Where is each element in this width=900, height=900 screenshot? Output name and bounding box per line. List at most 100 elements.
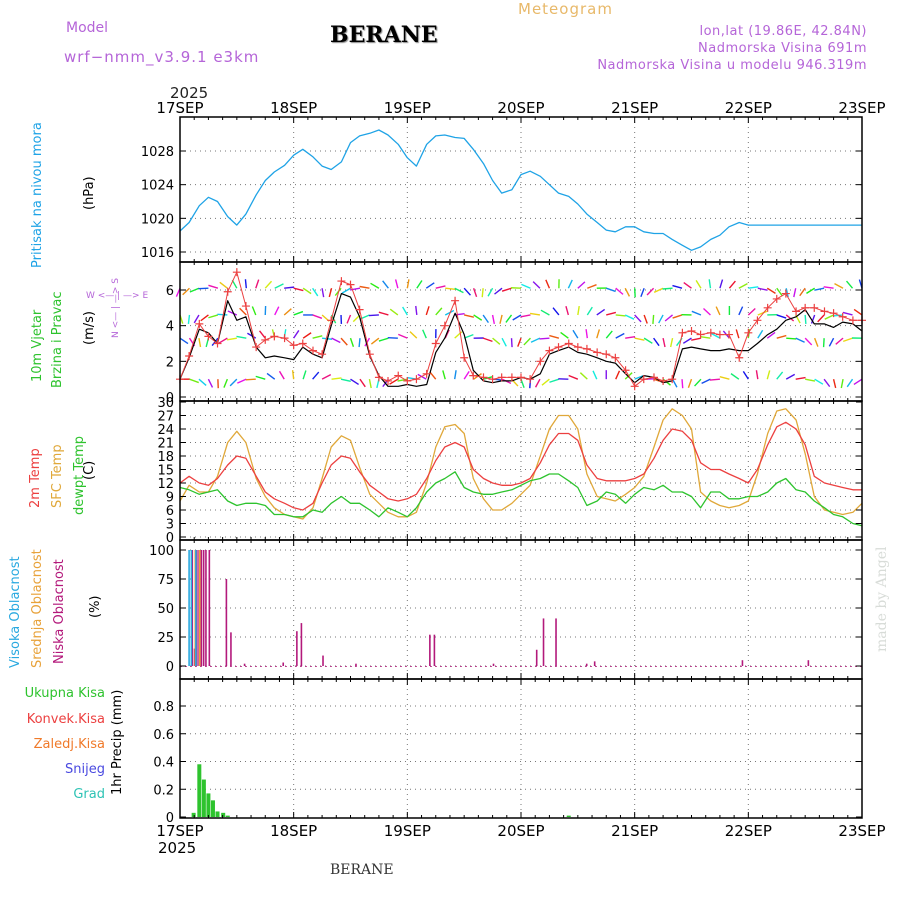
- wind-barb: [795, 376, 806, 380]
- wind-barb: [766, 331, 776, 339]
- wind-barb: [634, 314, 642, 323]
- wind-marker: [536, 357, 545, 366]
- ytick-label: 1024: [141, 179, 174, 194]
- wind-barb: [244, 279, 248, 289]
- xtick-label-top: 19SEP: [384, 99, 431, 117]
- wind-barb: [766, 287, 776, 294]
- wind-barb: [208, 314, 219, 319]
- wind-barb: [845, 280, 854, 289]
- wind-barb: [708, 279, 712, 289]
- wind-marker: [735, 353, 744, 362]
- tick-labels: 1016102010241028024603691215182124273002…: [141, 99, 886, 857]
- wind-marker: [526, 375, 535, 384]
- ytick-label: 30: [157, 396, 174, 411]
- wind-barb: [274, 306, 280, 316]
- wind-barb: [634, 337, 645, 341]
- wind-barb: [832, 379, 837, 389]
- wind-marker: [763, 303, 772, 312]
- wind-barb: [512, 314, 522, 321]
- wind-barb: [804, 314, 807, 324]
- wind-barb: [422, 329, 427, 339]
- legend-snijeg: Snijeg: [65, 762, 105, 777]
- wind-marker: [820, 307, 829, 316]
- wind-barb: [738, 306, 744, 316]
- wind-barb: [328, 288, 333, 298]
- precip-bar: [191, 812, 196, 817]
- wind-barb: [239, 307, 247, 316]
- model-elevation-info: Nadmorska Visina u modelu 946.319m: [597, 58, 867, 73]
- wind-barb: [293, 310, 304, 316]
- wind-barb: [625, 336, 636, 339]
- wind-barb: [274, 283, 284, 289]
- wind-barb: [643, 314, 648, 324]
- wind-barb: [219, 281, 228, 289]
- wind-barb: [429, 371, 437, 380]
- wind-marker: [252, 343, 261, 352]
- wind-barb: [646, 287, 655, 296]
- wind-barb: [370, 337, 380, 345]
- wind-barb: [766, 370, 771, 380]
- ytick-label: 21: [157, 437, 174, 452]
- wind-barb: [340, 337, 348, 346]
- wind-barb: [840, 379, 844, 389]
- wind-barb: [464, 314, 475, 318]
- wind-marker: [829, 309, 838, 318]
- wind-marker: [241, 302, 250, 311]
- wind-barb: [226, 337, 237, 341]
- wind-barb: [302, 370, 307, 380]
- ytick-label: 0: [166, 811, 174, 826]
- xtick-label-top: 21SEP: [611, 99, 658, 117]
- wind-barb: [473, 314, 483, 321]
- wind-barb: [312, 371, 320, 380]
- wind-barb: [757, 310, 768, 316]
- station-title: BERANE: [330, 22, 438, 48]
- model-label: Model: [66, 20, 109, 36]
- xtick-label-top: 18SEP: [270, 99, 317, 117]
- precip-bar: [566, 815, 571, 817]
- ytick-label: 1016: [141, 246, 174, 261]
- wind-barb: [264, 280, 273, 289]
- wind-marker: [346, 280, 355, 289]
- wind-barb: [776, 287, 783, 297]
- wind-marker: [838, 312, 847, 321]
- ytick-label: 0: [166, 660, 174, 675]
- wind-marker: [611, 353, 620, 362]
- wind-barb: [633, 288, 636, 298]
- precip-bar: [225, 815, 230, 817]
- wind-barb: [640, 287, 645, 297]
- ytick-label: 0: [166, 531, 174, 546]
- series-line-dewpt: [179, 471, 863, 527]
- series-lines: [176, 129, 866, 527]
- wind-barb: [321, 288, 325, 298]
- chart-type-title: Meteogram: [518, 0, 613, 18]
- wind-barb: [231, 279, 238, 289]
- wind-marker: [706, 328, 715, 337]
- wind-barb: [229, 378, 238, 387]
- wind-barb: [785, 373, 796, 380]
- wind-barb: [694, 378, 702, 387]
- wind-barb: [834, 282, 844, 289]
- wind-barb: [730, 373, 740, 380]
- wind-barb: [695, 279, 702, 289]
- wind-barb: [823, 286, 834, 289]
- wind-barb: [487, 287, 494, 297]
- wind-barb: [293, 330, 300, 339]
- xtick-label-bottom: 17SEP: [156, 822, 203, 840]
- wind-barb: [510, 338, 513, 348]
- wind-barb: [738, 282, 748, 289]
- wind-barb: [454, 370, 457, 380]
- precip-bar: [210, 800, 215, 817]
- wind-barb: [350, 378, 359, 386]
- wind-barb: [193, 314, 200, 324]
- wind-barb: [472, 287, 478, 298]
- wind-barb: [572, 329, 579, 339]
- wind-barb: [382, 280, 389, 289]
- xtick-label-bottom: 23SEP: [838, 822, 885, 840]
- ytick-label: 1028: [141, 145, 174, 160]
- wind-barb: [662, 287, 673, 290]
- xtick-label-bottom: 19SEP: [384, 822, 431, 840]
- wind-barb: [596, 308, 606, 316]
- ytick-label: 50: [157, 602, 174, 617]
- wind-barb: [804, 337, 813, 346]
- xtick-label-bottom: 20SEP: [497, 822, 544, 840]
